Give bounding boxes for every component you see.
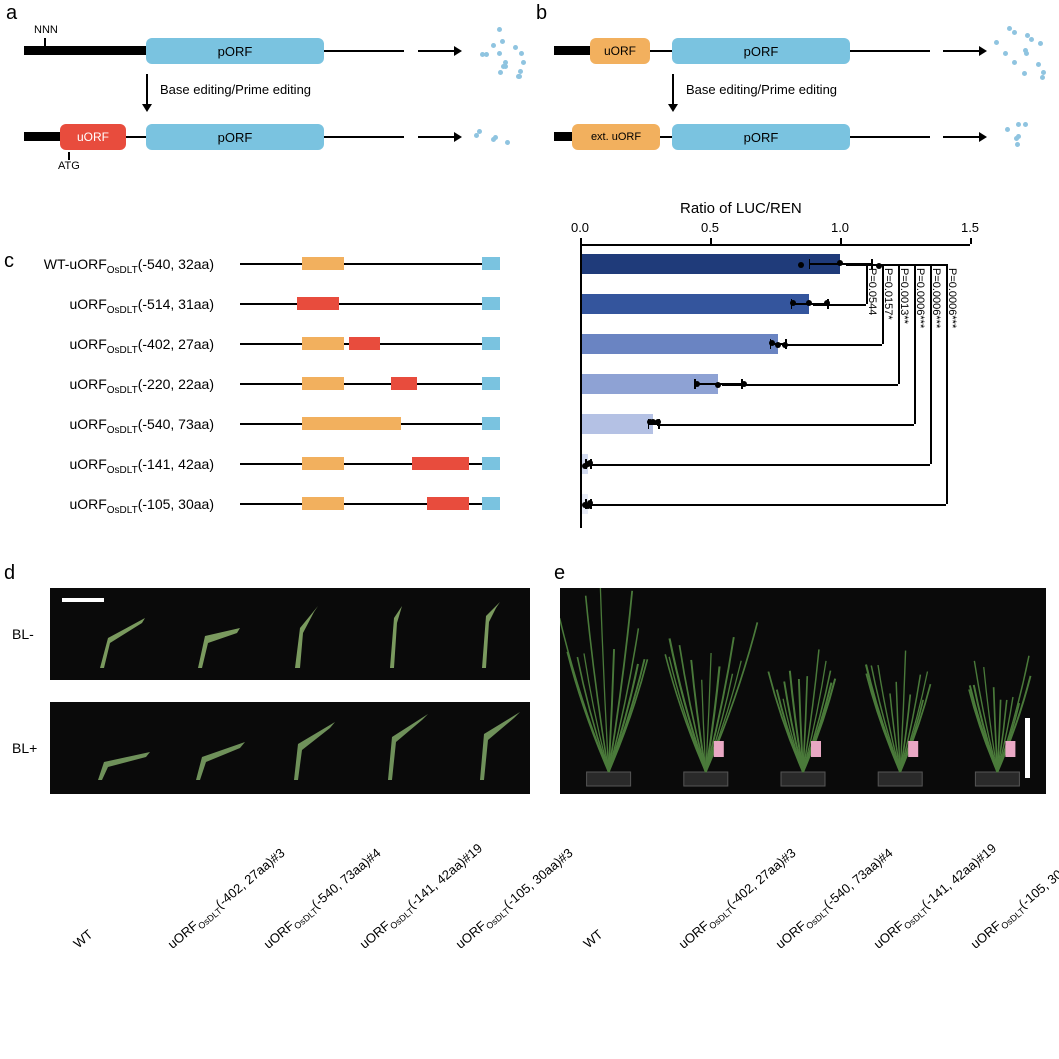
protein-dot	[491, 137, 496, 142]
row-label: uORFOsDLT(-514, 31aa)	[14, 296, 214, 316]
protein-dot	[1022, 71, 1027, 76]
protein-dot	[497, 51, 502, 56]
protein-dot	[1005, 127, 1010, 132]
edit-text-a: Base editing/Prime editing	[160, 82, 311, 97]
protein-dot	[1016, 122, 1021, 127]
protein-dot	[517, 74, 522, 79]
sample-label: WT	[580, 927, 605, 951]
p-value: P=0.0544	[866, 268, 878, 315]
row-label: WT-uORFOsDLT(-540, 32aa)	[14, 256, 214, 276]
edit-text-b: Base editing/Prime editing	[686, 82, 837, 97]
dots-few-b	[998, 120, 1038, 150]
p-value: P=0.0006***	[946, 268, 958, 328]
x-tick	[970, 238, 972, 244]
nnn-label: NNN	[34, 24, 58, 36]
photo-plants	[560, 588, 1046, 794]
row-label: uORFOsDLT(-540, 73aa)	[14, 416, 214, 436]
p-value: P=0.0006***	[930, 268, 942, 328]
panel-d-label: d	[4, 562, 15, 585]
protein-dot	[1040, 75, 1045, 80]
uorf-orange-top: uORF	[590, 38, 650, 64]
protein-dot	[519, 51, 524, 56]
construct-diagram	[240, 254, 500, 276]
x-tick-label: 1.0	[831, 220, 849, 235]
x-tick-label: 0.5	[701, 220, 719, 235]
protein-dot	[1012, 60, 1017, 65]
protein-dot	[994, 40, 999, 45]
protein-dot	[1015, 142, 1020, 147]
p-value: P=0.0013**	[898, 268, 910, 324]
protein-dot	[1041, 70, 1046, 75]
bl-plus-label: BL+	[12, 740, 37, 756]
sample-label: WT	[70, 927, 95, 951]
protein-dot	[498, 70, 503, 75]
p-value: P=0.0006***	[914, 268, 926, 328]
porf-b-bottom: pORF	[672, 124, 850, 150]
dots-many-a	[468, 26, 528, 81]
panel-b-diagram: uORF pORF Base editing/Prime editing ext…	[550, 20, 1050, 200]
protein-dot	[521, 60, 526, 65]
row-label: uORFOsDLT(-220, 22aa)	[14, 376, 214, 396]
protein-dot	[1003, 51, 1008, 56]
porf-bottom-a: pORF	[146, 124, 324, 150]
protein-dot	[1036, 62, 1041, 67]
panel-c: Ratio of LUC/REN 0.0 0.5 1.0 1.5 WT-uORFOsD…	[10, 200, 1050, 540]
photo-bl-minus	[50, 588, 530, 680]
x-tick-label: 0.0	[571, 220, 589, 235]
dots-few-a	[472, 120, 512, 150]
x-tick-label: 1.5	[961, 220, 979, 235]
protein-dot	[501, 64, 506, 69]
construct-diagram	[240, 374, 500, 396]
protein-dot	[474, 133, 479, 138]
dots-many-b	[992, 26, 1052, 81]
porf-top: pORF	[146, 38, 324, 64]
construct-diagram	[240, 454, 500, 476]
protein-dot	[513, 45, 518, 50]
construct-diagram	[240, 414, 500, 436]
construct-diagram	[240, 294, 500, 316]
protein-dot	[1023, 122, 1028, 127]
protein-dot	[491, 43, 496, 48]
construct-diagram	[240, 334, 500, 356]
protein-dot	[1038, 41, 1043, 46]
panel-b-label: b	[536, 2, 547, 25]
row-label: uORFOsDLT(-105, 30aa)	[14, 496, 214, 516]
protein-dot	[1029, 37, 1034, 42]
protein-dot	[1014, 136, 1019, 141]
panel-a-diagram: NNN pORF Base editing/Prime editing uORF…	[16, 20, 516, 200]
p-value: P=0.0157*	[882, 268, 894, 320]
protein-dot	[500, 39, 505, 44]
panel-e-label: e	[554, 562, 565, 585]
protein-dot	[484, 52, 489, 57]
protein-dot	[505, 140, 510, 145]
row-label: uORFOsDLT(-141, 42aa)	[14, 456, 214, 476]
chart-title: Ratio of LUC/REN	[680, 200, 802, 217]
bl-minus-label: BL-	[12, 626, 34, 642]
porf-b-top: pORF	[672, 38, 850, 64]
construct-diagram	[240, 494, 500, 516]
uorf-red-box: uORF	[60, 124, 126, 150]
atg-label: ATG	[58, 160, 80, 172]
protein-dot	[1012, 30, 1017, 35]
ext-uorf-box: ext. uORF	[572, 124, 660, 150]
photo-bl-plus	[50, 702, 530, 794]
row-label: uORFOsDLT(-402, 27aa)	[14, 336, 214, 356]
protein-dot	[497, 27, 502, 32]
